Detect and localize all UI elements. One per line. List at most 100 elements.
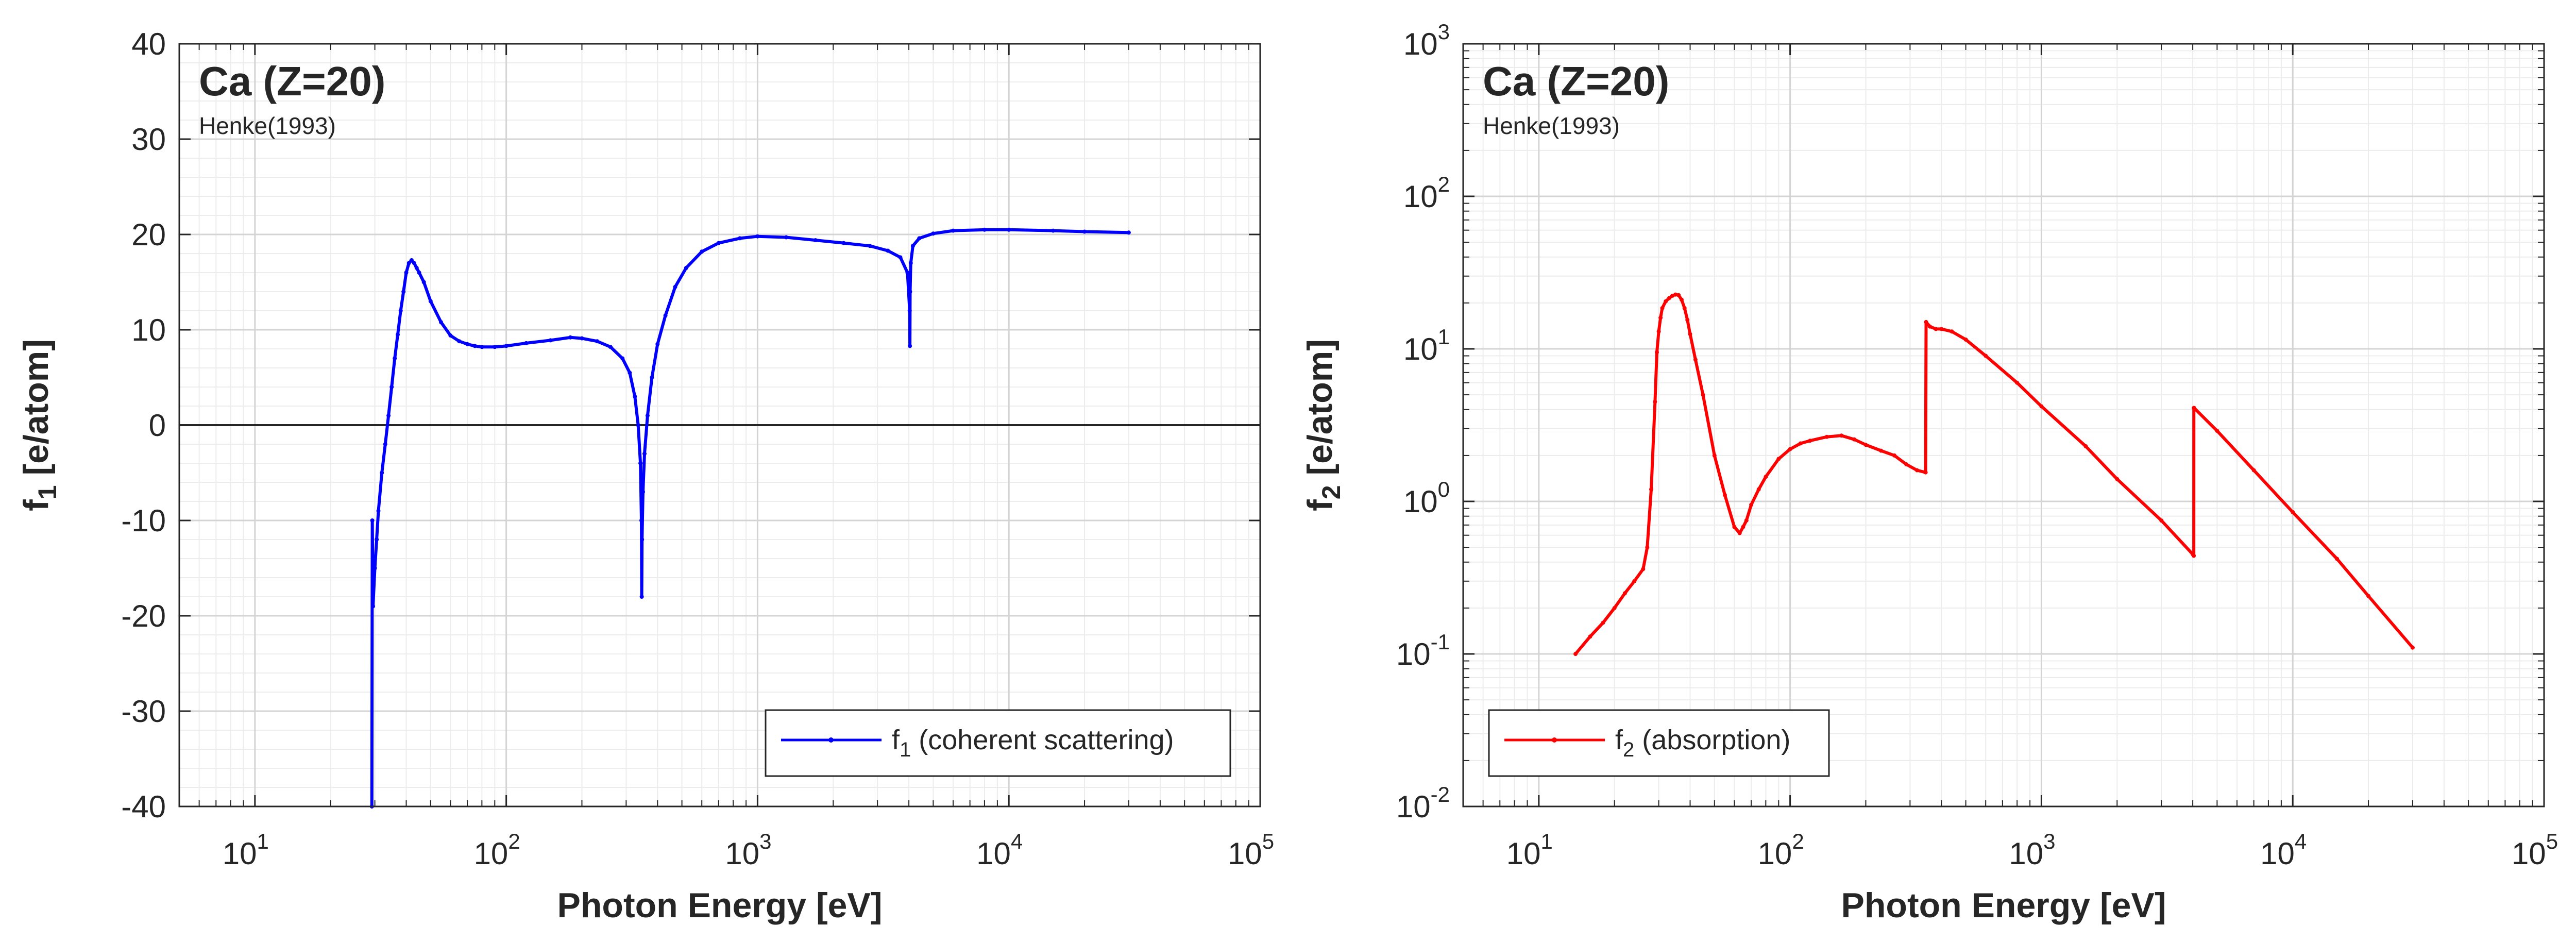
f2-x-axis-label: Photon Energy [eV] xyxy=(1841,886,2166,925)
f2-data-point xyxy=(1732,525,1737,529)
f2-x-tick-exponent: 2 xyxy=(1792,829,1804,853)
f1-data-point xyxy=(595,339,600,344)
f1-legend[interactable]: f1 (coherent scattering) xyxy=(765,709,1231,777)
f1-x-tick-exponent: 5 xyxy=(1262,829,1274,853)
f1-x-tick-label: 105 xyxy=(1228,829,1274,871)
f1-data-point xyxy=(684,265,688,270)
f1-data-point xyxy=(448,333,453,338)
f2-data-point xyxy=(1655,350,1659,355)
f2-data-point xyxy=(1573,652,1578,656)
f2-x-tick-base: 10 xyxy=(2512,836,2546,871)
f1-data-point xyxy=(404,271,409,275)
f1-data-point xyxy=(641,490,645,494)
f1-data-point xyxy=(409,258,414,262)
f2-x-tick-label: 104 xyxy=(2260,829,2307,871)
f1-x-tick-exponent: 2 xyxy=(508,829,520,853)
f1-y-tick-label: 10 xyxy=(131,313,166,347)
f1-data-point xyxy=(910,244,915,248)
f1-data-point xyxy=(1082,229,1087,234)
f2-legend-subscript: 2 xyxy=(1623,738,1634,761)
f2-data-point xyxy=(1737,531,1742,535)
f1-data-point xyxy=(813,238,818,243)
f2-y-tick-exponent: 3 xyxy=(1438,20,1450,44)
f2-data-point xyxy=(1741,525,1745,529)
f2-y-tick-exponent: 1 xyxy=(1438,325,1450,349)
f1-legend-entry: f1 (coherent scattering) xyxy=(892,725,1174,761)
f2-data-point xyxy=(1852,437,1857,442)
f2-data-point xyxy=(1984,354,1988,358)
f1-data-point xyxy=(642,451,647,456)
f2-legend-entry: f2 (absorption) xyxy=(1615,725,1790,761)
f1-data-point xyxy=(868,244,872,248)
f1-legend-marker xyxy=(828,737,834,743)
f1-data-point xyxy=(376,509,381,513)
f1-data-point xyxy=(628,371,632,375)
f1-data-point xyxy=(398,309,403,313)
f1-data-point xyxy=(439,320,443,325)
f2-data-point xyxy=(1723,493,1727,497)
f2-x-tick-label: 102 xyxy=(1758,829,1804,871)
f1-x-tick-exponent: 3 xyxy=(759,829,771,853)
f2-plot-area xyxy=(1463,44,2544,806)
f2-x-tick-base: 10 xyxy=(2260,836,2295,871)
f2-data-point xyxy=(1892,453,1896,458)
f2-data-point xyxy=(1632,579,1637,583)
f1-data-point xyxy=(655,342,660,346)
f1-data-point xyxy=(716,241,721,245)
f1-legend-box xyxy=(765,709,1231,777)
f2-data-point xyxy=(1622,591,1627,596)
f2-data-point xyxy=(1667,296,1671,300)
f2-y-tick-base: 10 xyxy=(1396,637,1431,671)
f2-y-tick-label: 100 xyxy=(1403,477,1450,519)
f2-data-point xyxy=(1588,634,1592,639)
f1-series-group xyxy=(369,227,1131,809)
f2-data-point xyxy=(1660,306,1665,310)
f1-y-tick-label: 0 xyxy=(149,408,166,443)
f2-data-point xyxy=(1744,518,1749,523)
f2-series-group xyxy=(1573,292,2415,656)
f2-data-point xyxy=(1915,468,1919,473)
f1-data-point xyxy=(1126,230,1131,235)
f2-data-point xyxy=(2115,477,2120,481)
f1-data-point xyxy=(738,236,742,241)
f1-data-point xyxy=(636,423,640,427)
f1-x-tick-labels: 101 102 103 104 105 xyxy=(223,829,1274,871)
f1-data-point xyxy=(841,241,846,245)
f2-data-point xyxy=(2159,518,2164,523)
f2-y-label-main: f xyxy=(1300,499,1340,511)
f1-data-point xyxy=(633,394,637,399)
f2-data-point xyxy=(2083,444,2088,448)
f2-y-label-unit: [e/atom] xyxy=(1300,339,1340,485)
f2-data-point xyxy=(1928,324,1932,329)
f1-data-point xyxy=(396,332,400,337)
f1-y-label-unit: [e/atom] xyxy=(16,339,56,485)
f1-data-point xyxy=(1007,227,1011,232)
f1-data-point xyxy=(457,339,462,344)
f2-x-tick-label: 101 xyxy=(1506,829,1553,871)
f2-y-tick-base: 10 xyxy=(1403,484,1438,519)
f2-data-point xyxy=(1680,297,1684,302)
f1-data-point xyxy=(645,413,650,418)
f1-data-point xyxy=(608,345,613,349)
f1-data-point xyxy=(504,344,509,348)
f2-data-point xyxy=(1879,448,1884,453)
f2-legend[interactable]: f2 (absorption) xyxy=(1488,709,1830,777)
f1-data-point xyxy=(428,299,433,304)
f2-y-tick-base: 10 xyxy=(1403,332,1438,366)
f1-x-tick-base: 10 xyxy=(223,836,257,871)
f2-data-point xyxy=(1712,453,1717,458)
f1-data-point xyxy=(905,271,910,275)
f1-data-point xyxy=(375,537,379,542)
f2-data-point xyxy=(1808,439,1812,443)
f2-data-point xyxy=(1798,441,1803,446)
f1-data-point xyxy=(414,265,419,270)
f2-y-tick-base: 10 xyxy=(1403,27,1438,61)
f1-data-point xyxy=(908,290,912,294)
f2-data-point xyxy=(2015,380,2020,385)
f2-data-point xyxy=(1776,457,1781,461)
f2-data-point xyxy=(1658,315,1663,320)
f2-data-point xyxy=(1701,393,1705,397)
f2-data-point xyxy=(1904,462,1909,467)
